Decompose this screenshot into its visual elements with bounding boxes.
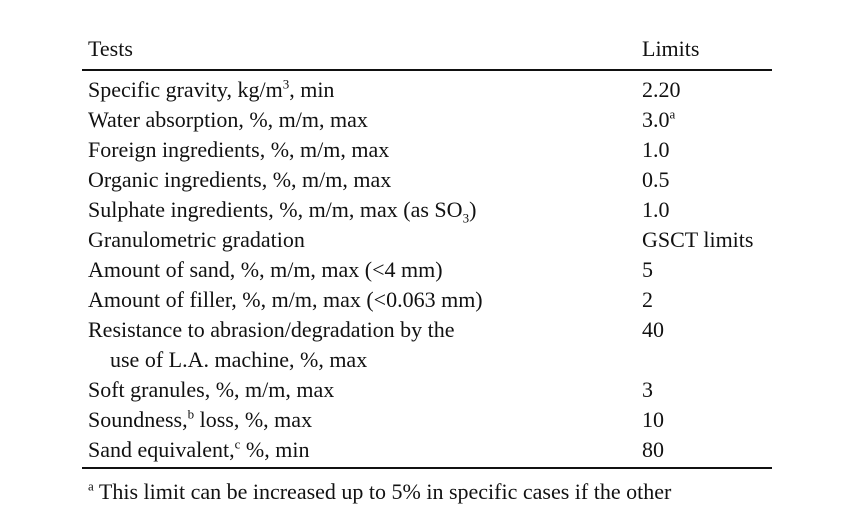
text-run: Foreign ingredients, %, m/m, max [88, 137, 390, 162]
text-run: loss, %, max [194, 407, 313, 432]
text-run: 5 [642, 257, 653, 282]
cell-line: Amount of sand, %, m/m, max (<4 mm) [88, 255, 443, 285]
text-run: %, min [240, 437, 310, 462]
footnote-mark: a [88, 478, 94, 494]
cell-line: Soundness,b loss, %, max [88, 405, 312, 435]
limit-cell: 1.0 [642, 195, 670, 225]
text-run: Water absorption, %, m/m, max [88, 107, 368, 132]
cell-line: 2 [642, 285, 653, 315]
text-run: Resistance to abrasion/degradation by th… [88, 317, 455, 342]
text-run: 10 [642, 407, 664, 432]
text-run: ) [469, 197, 477, 222]
header-test: Tests [88, 36, 133, 61]
test-cell: Resistance to abrasion/degradation by th… [88, 315, 455, 375]
footnote-text: This limit can be increased up to 5% in … [98, 479, 672, 504]
cell-line: Sand equivalent,c %, min [88, 435, 309, 465]
cell-line: Organic ingredients, %, m/m, max [88, 165, 391, 195]
limit-cell: 0.5 [642, 165, 670, 195]
limit-cell: 5 [642, 255, 653, 285]
text-run: Soft granules, %, m/m, max [88, 377, 335, 402]
cell-line: 3.0a [642, 105, 675, 135]
text-run: Granulometric gradation [88, 227, 305, 252]
cell-line: 2.20 [642, 75, 681, 105]
test-cell: Sulphate ingredients, %, m/m, max (as SO… [88, 195, 476, 225]
cell-line: 10 [642, 405, 664, 435]
text-run: 2.20 [642, 77, 681, 102]
limit-cell: 2 [642, 285, 653, 315]
header-rule [82, 69, 772, 71]
cell-line: use of L.A. machine, %, max [88, 345, 455, 375]
superscript: a [669, 106, 676, 122]
text-run: use of L.A. machine, %, max [110, 347, 368, 372]
cell-line: GSCT limits [642, 225, 753, 255]
text-run: 80 [642, 437, 664, 462]
limit-cell: 2.20 [642, 75, 681, 105]
text-run: Sand equivalent, [88, 437, 235, 462]
text-run: Organic ingredients, %, m/m, max [88, 167, 392, 192]
text-run: 3.0 [642, 107, 670, 132]
text-run: 40 [642, 317, 664, 342]
cell-line: Foreign ingredients, %, m/m, max [88, 135, 389, 165]
cell-line: Specific gravity, kg/m3, min [88, 75, 334, 105]
limit-cell: 40 [642, 315, 664, 345]
test-cell: Organic ingredients, %, m/m, max [88, 165, 391, 195]
cell-line: Resistance to abrasion/degradation by th… [88, 315, 455, 345]
superscript: b [187, 406, 195, 422]
limit-cell: 3 [642, 375, 653, 405]
text-run: Soundness, [88, 407, 188, 432]
cell-line: Water absorption, %, m/m, max [88, 105, 368, 135]
test-cell: Soft granules, %, m/m, max [88, 375, 334, 405]
text-run: Sulphate ingredients, %, m/m, max (as SO [88, 197, 463, 222]
limit-cell: 1.0 [642, 135, 670, 165]
limit-cell: 3.0a [642, 105, 675, 135]
cell-line: 80 [642, 435, 664, 465]
cell-line: 1.0 [642, 195, 670, 225]
text-run: Amount of sand, %, m/m, max (<4 mm) [88, 257, 443, 282]
test-cell: Amount of sand, %, m/m, max (<4 mm) [88, 255, 443, 285]
cell-line: 3 [642, 375, 653, 405]
limit-cell: 10 [642, 405, 664, 435]
text-run: GSCT limits [642, 227, 754, 252]
subscript: 3 [462, 210, 470, 226]
cell-line: 1.0 [642, 135, 670, 165]
cell-line: Sulphate ingredients, %, m/m, max (as SO… [88, 195, 476, 225]
text-run: 2 [642, 287, 653, 312]
bottom-rule [82, 467, 772, 469]
cell-line: 5 [642, 255, 653, 285]
test-cell: Granulometric gradation [88, 225, 305, 255]
cell-line: 40 [642, 315, 664, 345]
cell-line: Amount of filler, %, m/m, max (<0.063 mm… [88, 285, 483, 315]
cell-line: Granulometric gradation [88, 225, 305, 255]
footnote: a This limit can be increased up to 5% i… [88, 477, 671, 507]
text-run: Specific gravity, kg/m [88, 77, 283, 102]
text-run: 1.0 [642, 197, 670, 222]
superscript: 3 [282, 76, 290, 92]
text-run: 0.5 [642, 167, 670, 192]
test-cell: Foreign ingredients, %, m/m, max [88, 135, 389, 165]
test-cell: Specific gravity, kg/m3, min [88, 75, 334, 105]
test-cell: Amount of filler, %, m/m, max (<0.063 mm… [88, 285, 483, 315]
text-run: , min [289, 77, 335, 102]
limit-cell: 80 [642, 435, 664, 465]
text-run: Amount of filler, %, m/m, max (<0.063 mm… [88, 287, 483, 312]
test-cell: Sand equivalent,c %, min [88, 435, 309, 465]
text-run: 3 [642, 377, 653, 402]
test-cell: Water absorption, %, m/m, max [88, 105, 368, 135]
text-run: 1.0 [642, 137, 670, 162]
superscript: c [234, 436, 241, 452]
cell-line: 0.5 [642, 165, 670, 195]
header-limit: Limits [642, 36, 700, 61]
test-cell: Soundness,b loss, %, max [88, 405, 312, 435]
cell-line: Soft granules, %, m/m, max [88, 375, 334, 405]
limit-cell: GSCT limits [642, 225, 753, 255]
